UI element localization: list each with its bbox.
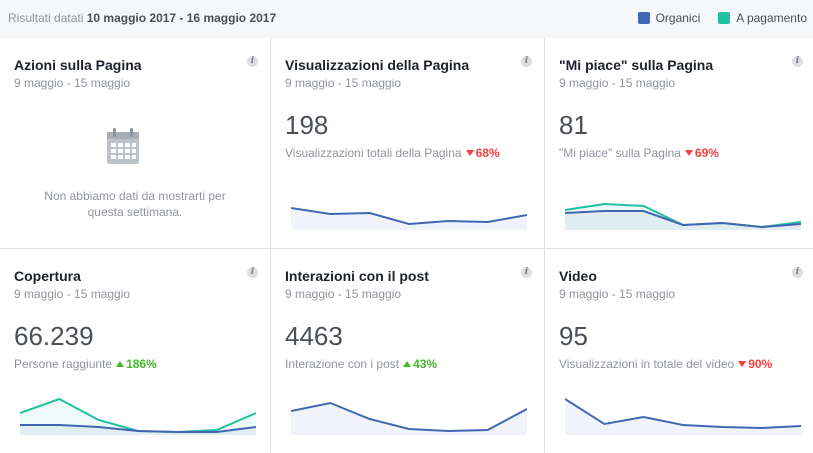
metric-subtitle-text: Persone raggiunte [14,357,113,371]
sparkline-area-organic [291,403,527,435]
card-visualizzazioni[interactable]: Visualizzazioni della Pagina 9 maggio - … [271,38,544,248]
insights-grid: Azioni sulla Pagina 9 maggio - 15 maggio… [0,38,813,453]
card-azioni[interactable]: Azioni sulla Pagina 9 maggio - 15 maggio… [0,38,270,248]
sparkline-line-organic [291,401,527,433]
date-range-label: Risultati datati [8,11,84,25]
metric-subtitle-text: Visualizzazioni in totale del video [559,357,735,371]
arrow-down-icon [465,150,474,157]
legend-item-paid[interactable]: A pagamento [718,11,807,25]
metric-value: 4463 [285,321,343,351]
card-title: Video [559,268,597,284]
calendar-icon [107,128,139,164]
metric-subtitle: Persone raggiunte 186% [14,357,157,371]
card-date: 9 maggio - 15 maggio [559,76,676,90]
sparkline-chart [20,397,256,435]
card-title: Copertura [14,268,81,284]
metric-subtitle: "Mi piace" sulla Pagina 69% [559,146,719,160]
card-date: 9 maggio - 15 maggio [559,287,676,301]
date-range: Risultati datati 10 maggio 2017 - 16 mag… [8,11,276,25]
metric-value: 81 [559,110,588,140]
metric-change: 186% [126,357,157,371]
arrow-down-icon [684,150,693,157]
empty-message: Non abbiamo dati da mostrarti per questa… [44,189,226,219]
sparkline-chart [565,202,801,230]
legend-label-paid: A pagamento [736,11,807,25]
info-icon[interactable]: i [792,56,803,67]
metric-value: 198 [285,110,329,140]
metric-change: 90% [748,357,773,371]
sparkline-chart [291,207,527,230]
sparkline-area-organic [291,208,527,230]
card-video[interactable]: Video 9 maggio - 15 maggio i 95 Visualiz… [545,249,813,453]
legend-item-organic[interactable]: Organici [637,11,701,25]
metric-subtitle-text: Visualizzazioni totali della Pagina [285,146,462,160]
metric-change: 43% [413,357,438,371]
card-title: Azioni sulla Pagina [14,57,142,73]
sparkline-chart [565,398,801,435]
arrow-up-icon [116,361,125,368]
metric-subtitle: Visualizzazioni totali della Pagina 68% [285,146,500,160]
card-title: Interazioni con il post [285,268,429,284]
date-range-value: 10 maggio 2017 - 16 maggio 2017 [86,11,277,25]
metric-value: 95 [559,321,588,351]
sparkline-line-organic [565,398,801,430]
metric-value: 66.239 [14,321,94,351]
card-mi-piace[interactable]: "Mi piace" sulla Pagina 9 maggio - 15 ma… [545,38,813,248]
sparkline-area-organic [565,399,801,435]
arrow-up-icon [403,361,412,368]
arrow-down-icon [738,361,747,368]
metric-subtitle: Visualizzazioni in totale del video 90% [559,357,772,371]
info-icon[interactable]: i [247,267,258,278]
sparkline-line-organic [291,207,527,226]
paid-swatch [718,12,731,24]
info-icon[interactable]: i [792,267,803,278]
legend-label-organic: Organici [655,11,701,25]
card-title: "Mi piace" sulla Pagina [559,57,714,73]
card-interazioni[interactable]: Interazioni con il post 9 maggio - 15 ma… [271,249,544,453]
card-date: 9 maggio - 15 maggio [285,76,402,90]
metric-change: 68% [475,146,500,160]
metric-subtitle-text: Interazione con i post [285,357,400,371]
header-bar: Risultati datati 10 maggio 2017 - 16 mag… [0,0,813,38]
sparkline-line-organic [565,210,801,229]
metric-subtitle-text: "Mi piace" sulla Pagina [559,146,681,160]
sparkline-line-organic [20,424,256,433]
card-copertura[interactable]: Copertura 9 maggio - 15 maggio i 66.239 … [0,249,270,453]
card-date: 9 maggio - 15 maggio [14,287,131,301]
legend: Organici A pagamento [620,11,807,25]
metric-change: 69% [694,146,719,160]
card-title: Visualizzazioni della Pagina [285,57,470,73]
info-icon[interactable]: i [521,56,532,67]
card-date: 9 maggio - 15 maggio [14,76,131,90]
metric-subtitle: Interazione con i post 43% [285,357,437,371]
organic-swatch [637,12,650,24]
card-date: 9 maggio - 15 maggio [285,287,402,301]
sparkline-chart [291,401,527,435]
info-icon[interactable]: i [247,56,258,67]
info-icon[interactable]: i [521,267,532,278]
